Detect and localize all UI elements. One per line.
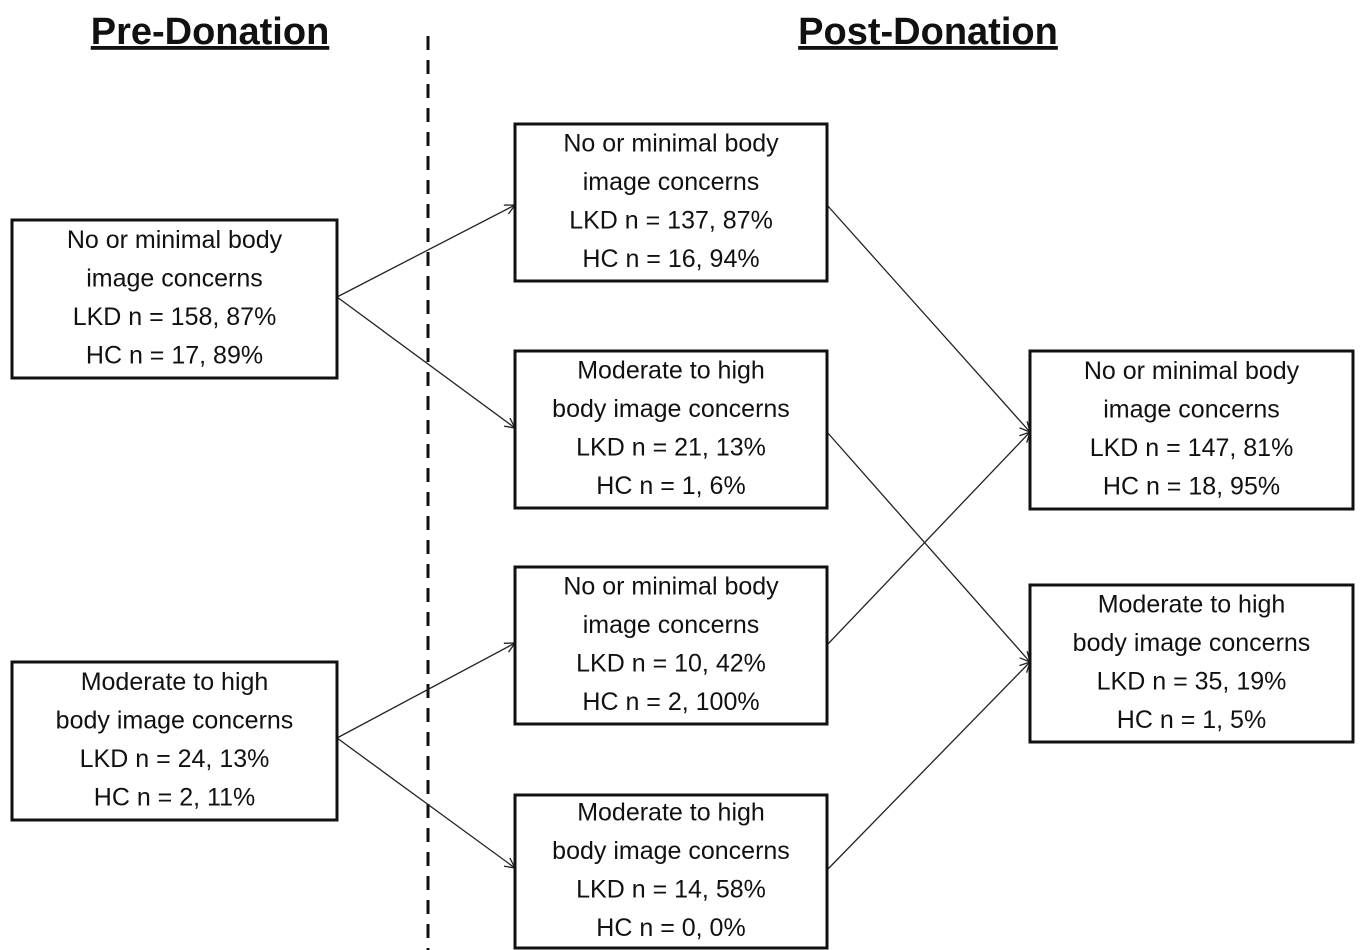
- node-text: LKD n = 158, 87%: [73, 303, 277, 331]
- node-text: image concerns: [1103, 395, 1279, 423]
- node-box: [10, 218, 339, 380]
- node-text: LKD n = 21, 13%: [576, 433, 766, 461]
- node-text: image concerns: [583, 611, 759, 639]
- arrow: [826, 431, 1030, 662]
- node-text: HC n = 1, 6%: [596, 472, 745, 500]
- node-text: LKD n = 147, 81%: [1090, 434, 1294, 462]
- header: Pre-Donation: [91, 11, 330, 53]
- node-text: Moderate to high: [81, 668, 269, 696]
- arrow: [826, 204, 1030, 432]
- node-box: [513, 122, 829, 283]
- node-text: Moderate to high: [1098, 590, 1286, 618]
- arrow: [336, 296, 515, 428]
- node-text: No or minimal body: [1084, 357, 1300, 385]
- node-text: body image concerns: [552, 837, 790, 865]
- arrow: [826, 662, 1030, 871]
- node-box: [1028, 583, 1355, 744]
- node-text: body image concerns: [56, 706, 294, 734]
- node-box: [10, 660, 339, 822]
- node-box: [1028, 349, 1355, 511]
- node-text: LKD n = 24, 13%: [80, 745, 270, 773]
- node-text: HC n = 1, 5%: [1117, 706, 1266, 734]
- node-text: LKD n = 14, 58%: [576, 875, 766, 903]
- arrow: [336, 643, 515, 739]
- node-text: body image concerns: [552, 395, 790, 423]
- node-text: No or minimal body: [563, 129, 779, 157]
- node-text: HC n = 16, 94%: [582, 245, 759, 273]
- node-text: No or minimal body: [563, 572, 779, 600]
- node-text: body image concerns: [1073, 629, 1311, 657]
- arrow: [336, 737, 515, 868]
- node-text: image concerns: [583, 168, 759, 196]
- arrow: [336, 205, 515, 298]
- node-box: [513, 793, 829, 950]
- node-box: [513, 565, 829, 726]
- node-text: HC n = 17, 89%: [86, 341, 263, 369]
- node-text: LKD n = 10, 42%: [576, 649, 766, 677]
- arrow: [826, 432, 1030, 646]
- node-text: HC n = 2, 11%: [94, 783, 255, 811]
- node-text: No or minimal body: [67, 226, 283, 254]
- node-text: Moderate to high: [577, 798, 765, 826]
- header: Post-Donation: [798, 11, 1058, 53]
- node-text: image concerns: [86, 264, 262, 292]
- node-text: LKD n = 35, 19%: [1097, 667, 1287, 695]
- node-text: Moderate to high: [577, 356, 765, 384]
- node-text: HC n = 2, 100%: [582, 688, 759, 716]
- node-text: HC n = 18, 95%: [1103, 472, 1280, 500]
- node-text: LKD n = 137, 87%: [569, 206, 773, 234]
- node-text: HC n = 0, 0%: [596, 914, 745, 942]
- node-box: [513, 349, 829, 510]
